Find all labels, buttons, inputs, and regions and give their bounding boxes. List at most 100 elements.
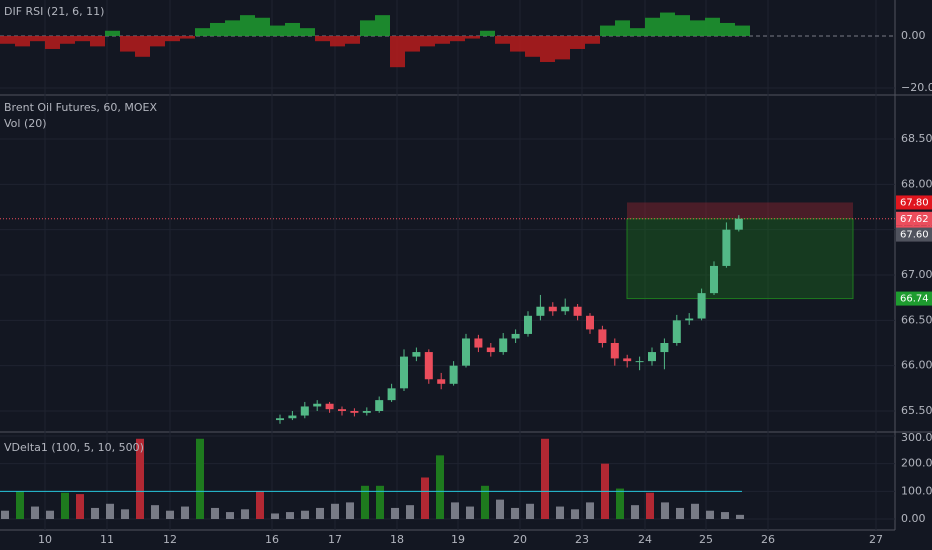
- vdelta-bar: [106, 503, 114, 519]
- rsi-area: [705, 17, 720, 36]
- rsi-area: [720, 22, 735, 36]
- rsi-area: [735, 25, 750, 36]
- vdelta-bar: [406, 505, 414, 519]
- rsi-area: [285, 22, 300, 36]
- stop-zone: [627, 202, 853, 219]
- rsi-area: [600, 25, 615, 36]
- candle-body: [561, 306, 570, 312]
- rsi-area: [510, 35, 525, 52]
- x-tick-label: 27: [869, 533, 883, 546]
- rsi-area: [300, 28, 315, 36]
- rsi-area: [0, 35, 15, 44]
- x-tick-label: 16: [265, 533, 279, 546]
- rsi-area: [120, 35, 135, 52]
- rsi-area: [60, 35, 75, 44]
- bid-tag: 67.60: [900, 230, 929, 241]
- rsi-area: [150, 35, 165, 47]
- vdelta-bar: [61, 492, 69, 519]
- vdelta-bar: [436, 455, 444, 519]
- rsi-area: [90, 35, 105, 47]
- rsi-area: [315, 35, 330, 42]
- y-tick-label: 66.50: [901, 313, 932, 326]
- vdelta-bar: [136, 438, 144, 519]
- candle-body: [586, 315, 594, 330]
- rsi-area: [675, 15, 690, 36]
- vdelta-bar: [361, 485, 369, 519]
- x-tick-label: 24: [638, 533, 652, 546]
- candle-body: [610, 343, 619, 359]
- rsi-area: [15, 35, 30, 47]
- rsi-area: [405, 35, 420, 52]
- vdelta-bar: [241, 509, 249, 519]
- vdelta-bar: [331, 503, 339, 519]
- vdelta-bar: [286, 512, 294, 519]
- y-tick-label: 67.00: [901, 268, 932, 281]
- pane-title: VDelta1 (100, 5, 10, 500): [4, 441, 144, 454]
- candle-body: [685, 318, 694, 321]
- candle-body: [300, 406, 309, 416]
- candle-body: [536, 306, 545, 316]
- candle-body: [362, 411, 371, 413]
- rsi-area: [585, 35, 600, 44]
- rsi-area: [615, 20, 630, 36]
- candle-body: [734, 218, 743, 230]
- candle-body: [524, 315, 532, 334]
- candle-body: [437, 379, 446, 384]
- rsi-area: [195, 28, 210, 36]
- rsi-area: [375, 15, 390, 36]
- rsi-area: [105, 30, 120, 36]
- bid-tag-bg: [896, 227, 932, 242]
- stop-tag-bg: [896, 195, 932, 210]
- rsi-area: [180, 35, 195, 39]
- vdelta-bar: [46, 510, 54, 519]
- candle-body: [350, 411, 359, 413]
- y-tick-label: 200.00: [901, 457, 932, 470]
- rsi-area: [420, 35, 435, 47]
- vdelta-bar: [91, 507, 99, 519]
- candle-body: [672, 320, 681, 343]
- candle-body: [412, 352, 421, 357]
- rsi-area: [660, 12, 675, 36]
- vdelta-bar: [226, 512, 234, 519]
- vdelta-bar: [31, 506, 39, 519]
- vdelta-bar: [481, 485, 489, 519]
- x-tick-label: 19: [451, 533, 465, 546]
- rsi-area: [330, 35, 345, 47]
- rsi-area: [225, 20, 240, 36]
- x-tick-label: 25: [699, 533, 713, 546]
- rsi-area: [135, 35, 150, 57]
- y-tick-label: 0.00: [901, 512, 926, 525]
- vdelta-bar: [541, 438, 549, 519]
- target-tag: 66.74: [900, 294, 929, 305]
- rsi-area: [570, 35, 585, 49]
- y-tick-label: 65.50: [901, 404, 932, 417]
- vdelta-bar: [556, 506, 564, 519]
- candle-body: [598, 329, 607, 343]
- rsi-area: [540, 35, 555, 62]
- entry-tag: 67.62: [900, 214, 929, 225]
- candle-body: [486, 347, 495, 353]
- vdelta-bar: [706, 510, 714, 519]
- rsi-area: [435, 35, 450, 44]
- vdelta-bar: [16, 491, 24, 519]
- rsi-area: [165, 35, 180, 42]
- vdelta-bar: [511, 507, 519, 519]
- candle-body: [462, 338, 470, 366]
- candle-body: [474, 338, 483, 348]
- vdelta-bar: [1, 510, 9, 519]
- y-tick-label: −20.00: [901, 81, 932, 94]
- x-tick-label: 26: [761, 533, 775, 546]
- vdelta-bar: [736, 514, 744, 519]
- candle-body: [573, 306, 582, 316]
- rsi-area: [45, 35, 60, 49]
- vdelta-bar: [121, 509, 129, 519]
- target-tag-bg: [896, 291, 932, 306]
- candle-body: [424, 352, 433, 380]
- candle-body: [325, 403, 334, 410]
- candle-body: [387, 388, 396, 401]
- vdelta-bar: [616, 488, 624, 519]
- x-tick-label: 20: [513, 533, 527, 546]
- vdelta-bar: [631, 505, 639, 519]
- vdelta-bar: [196, 438, 204, 519]
- rsi-area: [255, 17, 270, 36]
